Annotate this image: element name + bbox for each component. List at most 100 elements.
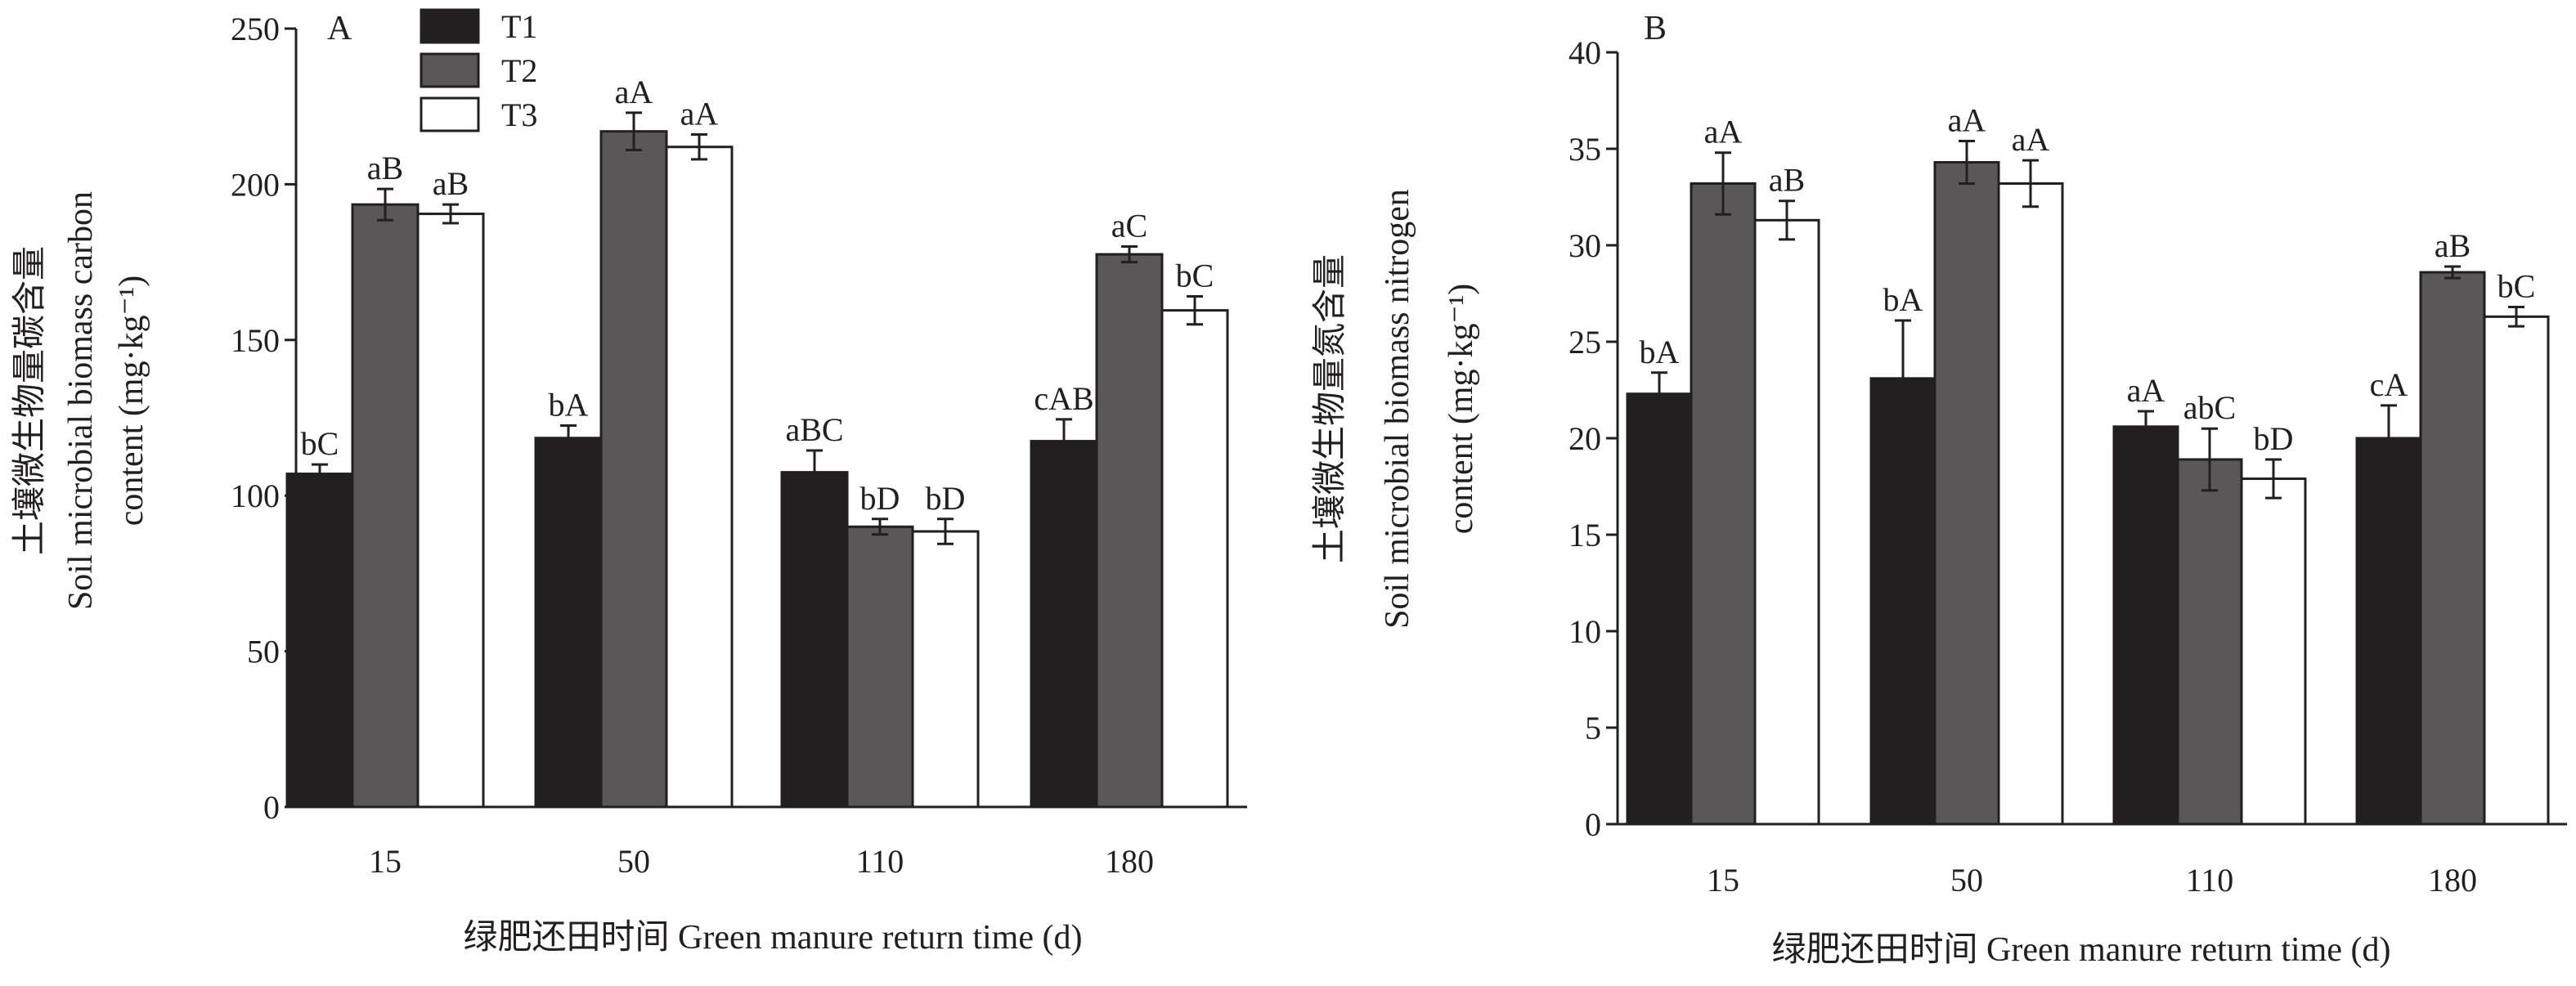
bar-t1-110 xyxy=(2112,425,2179,826)
significance-label: aA xyxy=(1704,114,1743,150)
error-bar xyxy=(937,518,954,545)
bar-t1-180 xyxy=(2355,437,2422,826)
error-bar xyxy=(1895,319,1911,438)
significance-label: aC xyxy=(1111,208,1147,244)
bar-t2-180 xyxy=(2419,271,2486,826)
bar-t1-50 xyxy=(1869,377,1936,826)
significance-label: bC xyxy=(2497,268,2536,305)
x-tick-label: 15 xyxy=(369,843,402,880)
significance-label: aA xyxy=(615,74,653,110)
y-axis-title-b-line1: 土壤微生物量氮含量 xyxy=(1311,254,1349,563)
bar-t2-15 xyxy=(1690,182,1757,826)
bar-t3-110 xyxy=(911,530,980,809)
y-tick-label: 250 xyxy=(231,11,280,47)
x-tick-label: 180 xyxy=(1105,843,1154,880)
significance-label: aB xyxy=(2435,227,2471,264)
bar-series-group-b: bA bA aA cA aA aA abC aB aB aA bD bC xyxy=(1626,102,2550,826)
error-bar xyxy=(2138,410,2154,444)
panel-label-a: A xyxy=(327,10,352,47)
y-tick-label: 5 xyxy=(1585,710,1601,746)
bar-t3-50 xyxy=(665,146,734,809)
legend-swatch-t2 xyxy=(420,52,480,88)
error-bar xyxy=(1715,151,1731,216)
y-tick-label: 50 xyxy=(247,634,280,670)
error-bar xyxy=(1651,371,1667,417)
bar-t2-15 xyxy=(351,203,420,809)
error-bar xyxy=(2022,159,2039,208)
y-axis-title-a-line3: content (mg·kg⁻¹) xyxy=(113,276,150,527)
error-bar xyxy=(1121,245,1138,264)
x-tick-label: 50 xyxy=(1950,862,1983,899)
y-axis-title-a: 土壤微生物量碳含量 Soil microbial biomass carbon … xyxy=(11,191,150,610)
error-bar xyxy=(442,203,459,225)
legend-label-t1: T1 xyxy=(501,8,537,45)
bar-t3-15 xyxy=(416,213,485,809)
y-axis-title-b-line3: content (mg·kg⁻¹) xyxy=(1443,284,1480,535)
bar-t2-110 xyxy=(846,525,914,809)
error-bar xyxy=(691,132,707,161)
significance-label: aB xyxy=(1769,162,1805,199)
y-tick-label: 40 xyxy=(1568,34,1601,71)
significance-label: aB xyxy=(433,165,469,202)
error-bar xyxy=(2381,404,2397,473)
significance-label: bA xyxy=(1883,281,1923,318)
error-bar xyxy=(1779,199,1795,241)
error-bar xyxy=(377,187,393,222)
legend: T1 T2 T3 xyxy=(420,8,537,133)
bar-t1-180 xyxy=(1030,440,1098,809)
bar-t1-50 xyxy=(534,437,603,809)
x-axis-title-a: 绿肥还田时间 Green manure return time (d) xyxy=(464,919,1083,957)
significance-label: aA xyxy=(680,95,719,132)
y-tick-label: 200 xyxy=(231,166,280,203)
x-tick-label: 50 xyxy=(617,843,650,880)
y-tick-label: 100 xyxy=(231,477,280,514)
legend-swatch-t3 xyxy=(420,96,480,132)
significance-label: bA xyxy=(1640,334,1680,370)
significance-label: aB xyxy=(367,150,403,186)
y-axis-title-b: 土壤微生物量氮含量 Soil microbial biomass nitroge… xyxy=(1311,189,1480,629)
significance-label: bD xyxy=(926,480,966,517)
bar-t3-180 xyxy=(2483,315,2550,826)
error-bar xyxy=(872,518,888,536)
bar-t3-110 xyxy=(2240,477,2307,826)
bar-t3-180 xyxy=(1160,309,1229,809)
significance-label: aA xyxy=(1948,102,1986,139)
significance-label: bD xyxy=(2254,420,2294,457)
y-tick-label: 10 xyxy=(1568,613,1601,650)
bar-t2-50 xyxy=(1933,161,2000,826)
y-tick-label: 150 xyxy=(231,322,280,359)
bar-t2-50 xyxy=(599,130,668,809)
x-tick-label: 15 xyxy=(1707,862,1739,899)
panel-label-b: B xyxy=(1644,10,1667,47)
bar-series-group-a: bC bA aBC cAB aB aA bD aC aB aA bD bC xyxy=(285,74,1229,809)
bar-t3-50 xyxy=(1997,182,2064,826)
significance-label: bD xyxy=(860,480,900,517)
error-bar xyxy=(2444,265,2461,280)
y-axis-title-a-line1: 土壤微生物量碳含量 xyxy=(11,246,49,555)
x-axis-title-b: 绿肥还田时间 Green manure return time (d) xyxy=(1772,931,2391,969)
bar-t1-15 xyxy=(1626,392,1693,826)
legend-label-t3: T3 xyxy=(501,96,537,133)
y-tick-label: 30 xyxy=(1568,227,1601,264)
y-axis-title-b-line2: Soil microbial biomass nitrogen xyxy=(1379,189,1416,629)
error-bar xyxy=(1187,294,1203,326)
y-tick-label: 0 xyxy=(263,789,280,826)
y-tick-label: 0 xyxy=(1585,806,1601,843)
axes-a: 0 50 100 150 200 250 15 50 110 180 xyxy=(231,11,1247,880)
error-bar xyxy=(2265,458,2282,500)
bar-t1-110 xyxy=(780,471,849,809)
significance-label: cAB xyxy=(1034,380,1093,417)
bar-t2-110 xyxy=(2176,458,2243,826)
x-tick-label: 180 xyxy=(2428,862,2477,899)
bar-t1-15 xyxy=(285,473,354,809)
significance-label: aA xyxy=(2012,121,2050,158)
error-bar xyxy=(626,111,642,152)
x-tick-label: 110 xyxy=(856,843,904,880)
y-tick-label: 25 xyxy=(1568,324,1601,361)
significance-label: bC xyxy=(1176,257,1214,294)
error-bar xyxy=(2508,306,2524,328)
significance-label: cA xyxy=(2370,366,2408,403)
error-bar xyxy=(560,424,577,452)
error-bar xyxy=(2201,427,2218,492)
y-tick-label: 35 xyxy=(1568,131,1601,168)
